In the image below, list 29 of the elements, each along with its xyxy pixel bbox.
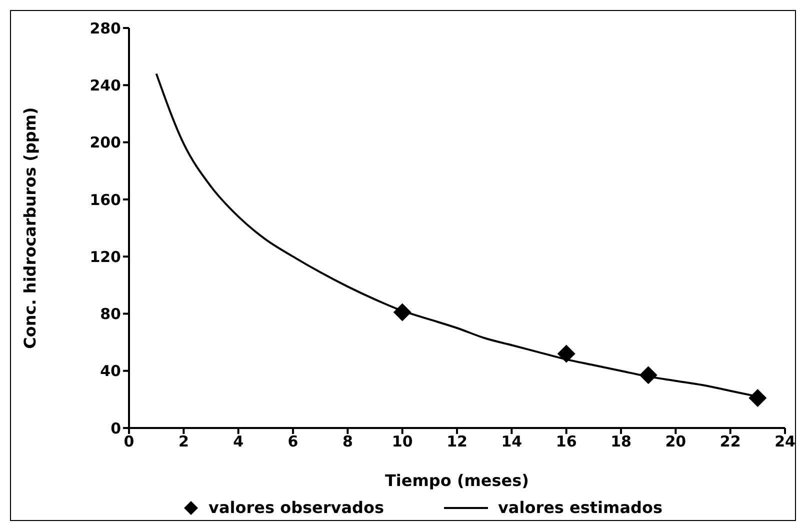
point	[639, 366, 658, 384]
x-axis-title: Tiempo (meses)	[385, 471, 529, 490]
x-tick-label: 24	[774, 432, 796, 451]
y-tick-label: 40	[100, 362, 121, 380]
x-tick-label: 0	[124, 432, 134, 451]
x-tick-label: 2	[178, 432, 189, 451]
x-tick-label: 8	[342, 432, 353, 451]
point	[393, 303, 412, 322]
x-tick-label: 20	[665, 432, 686, 451]
x-tick-label: 4	[233, 432, 244, 451]
y-tick-label: 80	[100, 305, 121, 324]
x-tick-label: 10	[392, 432, 413, 451]
y-tick-label: 160	[90, 190, 121, 209]
y-tick-label: 240	[90, 76, 121, 94]
point	[748, 389, 767, 407]
x-tick-label: 6	[288, 432, 298, 451]
x-tick-label: 14	[501, 432, 522, 451]
y-axis-title: Conc. hidrocarburos (ppm)	[20, 107, 40, 349]
y-tick-label: 0	[110, 419, 121, 438]
y-tick-label: 280	[90, 19, 121, 38]
y-tick-label: 120	[90, 248, 121, 266]
x-tick-label: 22	[720, 432, 741, 451]
x-tick-label: 12	[446, 432, 468, 451]
legend-label: valores estimados	[496, 498, 662, 517]
x-tick-label: 18	[610, 432, 632, 451]
legend-label: valores observados	[208, 498, 384, 517]
y-tick-label: 200	[90, 134, 121, 152]
point	[557, 344, 576, 363]
x-tick-label: 16	[556, 432, 577, 451]
